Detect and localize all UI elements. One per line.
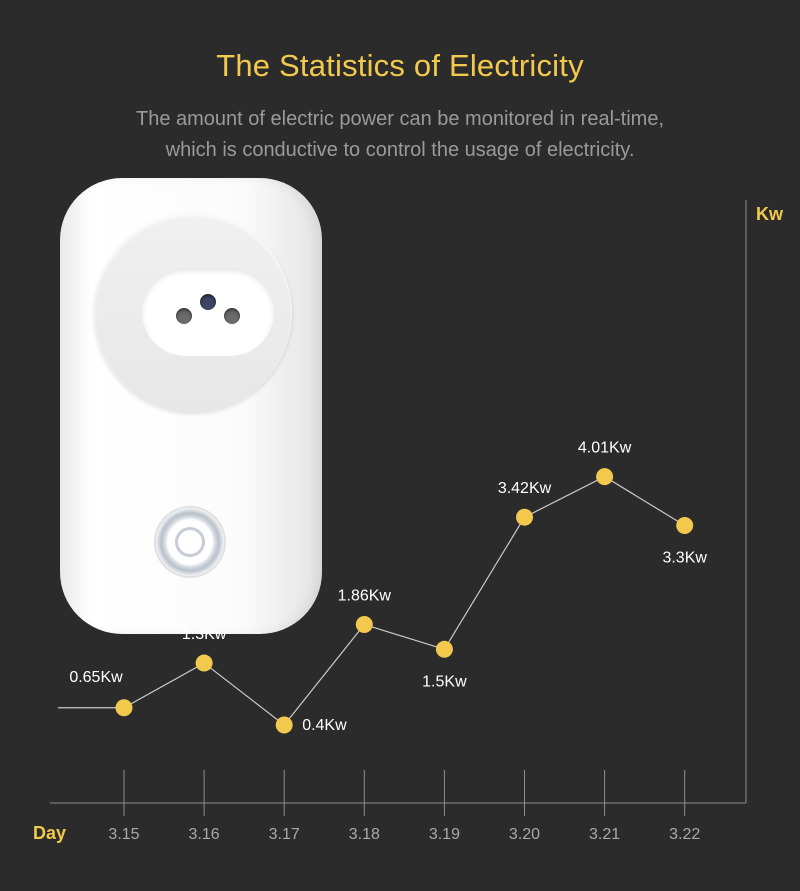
data-point	[516, 508, 533, 526]
x-tick-label: 3.15	[108, 826, 139, 843]
data-point	[115, 699, 133, 717]
data-point	[195, 654, 213, 672]
page-subtitle: The amount of electric power can be moni…	[0, 104, 800, 166]
x-tick-label: 3.16	[189, 826, 220, 843]
x-axis-title: Day	[33, 823, 66, 843]
data-label: 1.5Kw	[422, 673, 467, 690]
power-button-icon	[156, 508, 224, 576]
data-label: 3.3Kw	[662, 549, 707, 566]
x-tick-label: 3.18	[349, 826, 380, 843]
socket-hole-right	[224, 308, 240, 324]
x-tick-label: 3.21	[589, 826, 620, 843]
data-point	[435, 640, 453, 658]
socket-hole-ground	[200, 294, 216, 310]
smart-plug-image	[60, 178, 322, 634]
data-label: 4.01Kw	[578, 440, 632, 457]
socket-face	[142, 268, 274, 356]
page-title: The Statistics of Electricity	[216, 48, 584, 83]
subtitle-line-1: The amount of electric power can be moni…	[135, 108, 665, 130]
data-label: 0.4Kw	[302, 717, 347, 734]
data-point	[676, 516, 694, 534]
data-point	[596, 468, 614, 486]
x-tick-label: 3.17	[269, 826, 300, 843]
socket-hole-left	[176, 308, 192, 324]
data-label: 1.3Kw	[182, 626, 227, 643]
data-label: 3.42Kw	[498, 480, 552, 497]
x-tick-label: 3.20	[509, 826, 540, 843]
data-point	[275, 716, 293, 734]
x-tick-label: 3.19	[429, 826, 460, 843]
socket-ring	[94, 214, 292, 412]
data-label: 1.86Kw	[338, 588, 392, 605]
subtitle-line-2: which is conductive to control the usage…	[165, 139, 635, 161]
data-label: 0.65Kw	[69, 669, 123, 686]
x-tick-label: 3.22	[669, 826, 700, 843]
data-point	[355, 616, 373, 634]
y-axis-title: Kw	[756, 204, 784, 224]
series-line	[123, 475, 686, 726]
